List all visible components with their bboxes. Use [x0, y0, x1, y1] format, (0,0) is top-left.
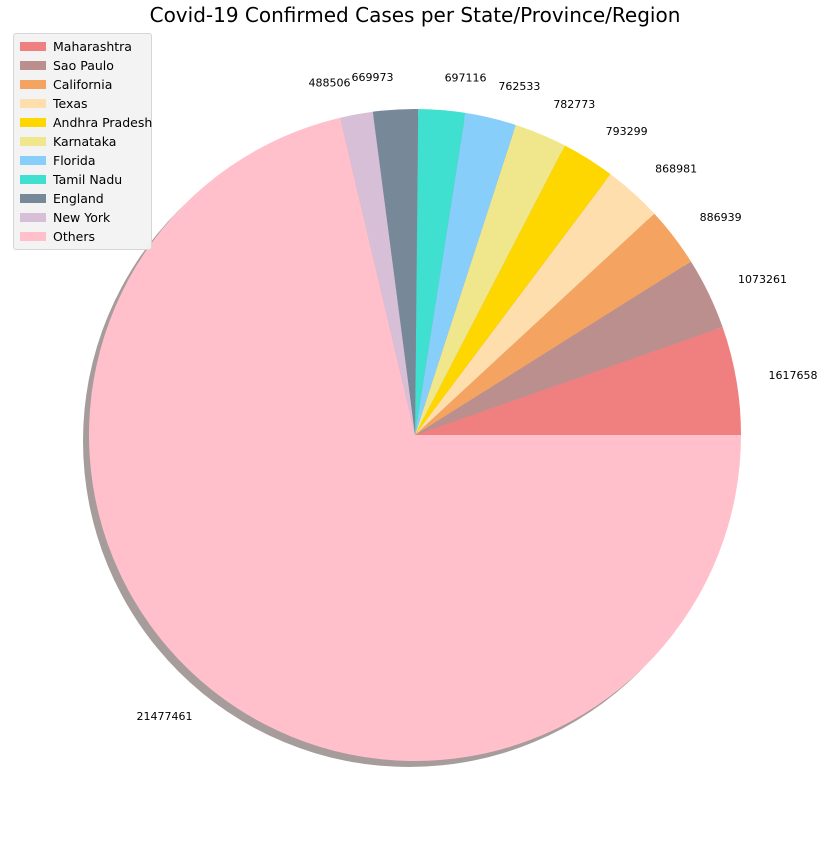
- legend-label: England: [53, 191, 104, 206]
- pie-slice-andhra-pradesh: [415, 145, 611, 436]
- pie-slice-others: [89, 117, 741, 762]
- pie-value-label: 868981: [655, 163, 697, 176]
- pie-value-label: 782773: [553, 98, 595, 111]
- legend-item: Others: [14, 227, 151, 246]
- pie-slice-sao-paulo: [415, 261, 723, 435]
- legend-item: Sao Paulo: [14, 56, 151, 75]
- legend-item: Texas: [14, 94, 151, 113]
- pie-value-label: 793299: [606, 125, 648, 138]
- legend-item: Andhra Pradesh: [14, 113, 153, 132]
- pie-value-label: 886939: [700, 211, 742, 224]
- legend-swatch: [20, 175, 46, 184]
- pie-value-labels: 1617658 1073261 886939 868981 793299 782773 76…: [136, 71, 817, 723]
- pie-slice-karnataka: [415, 124, 565, 435]
- legend-label: Karnataka: [53, 134, 117, 149]
- legend-item: Maharashtra: [14, 37, 151, 56]
- chart-title: Covid-19 Confirmed Cases per State/Provi…: [150, 3, 681, 27]
- legend-swatch: [20, 213, 46, 222]
- pie-slice-maharashtra: [415, 327, 741, 435]
- pie-slice-california: [415, 213, 691, 435]
- pie-value-label: 762533: [498, 80, 540, 93]
- pie-value-label: 488506: [308, 76, 350, 89]
- legend-item: Karnataka: [14, 132, 151, 151]
- pie-slice-new-york: [340, 111, 415, 436]
- legend-item: Florida: [14, 151, 151, 170]
- legend-swatch: [20, 61, 46, 70]
- pie-slice-texas: [415, 174, 655, 435]
- legend-label: Sao Paulo: [53, 58, 114, 73]
- legend-label: New York: [53, 210, 111, 225]
- legend-label: Maharashtra: [53, 39, 132, 54]
- legend: Maharashtra Sao Paulo California Texas Andhr…: [13, 33, 152, 250]
- legend-label: Florida: [53, 153, 96, 168]
- legend-label: Tamil Nadu: [53, 172, 123, 187]
- legend-label: Texas: [53, 96, 88, 111]
- legend-swatch: [20, 194, 46, 203]
- pie-slice-florida: [415, 112, 516, 435]
- legend-item: Tamil Nadu: [14, 170, 151, 189]
- pie-value-label: 1617658: [769, 369, 818, 382]
- pie-slices: [89, 109, 741, 762]
- legend-label: California: [53, 77, 113, 92]
- legend-swatch: [20, 137, 46, 146]
- legend-swatch: [20, 99, 46, 108]
- legend-swatch: [20, 232, 46, 241]
- pie-value-label: 21477461: [136, 710, 192, 723]
- legend-label: Others: [53, 229, 96, 244]
- pie-value-label: 1073261: [738, 273, 787, 286]
- legend-swatch: [20, 80, 46, 89]
- pie-slice-england: [372, 109, 419, 435]
- legend-item: New York: [14, 208, 151, 227]
- legend-item: California: [14, 75, 151, 94]
- legend-swatch: [20, 42, 46, 51]
- pie-value-label: 669973: [351, 71, 393, 84]
- legend-swatch: [20, 156, 46, 165]
- legend-item: England: [14, 189, 151, 208]
- pie-value-label: 697116: [445, 72, 487, 85]
- pie-slice-tamil-nadu: [415, 109, 466, 435]
- legend-label: Andhra Pradesh: [53, 115, 153, 130]
- legend-swatch: [20, 118, 46, 127]
